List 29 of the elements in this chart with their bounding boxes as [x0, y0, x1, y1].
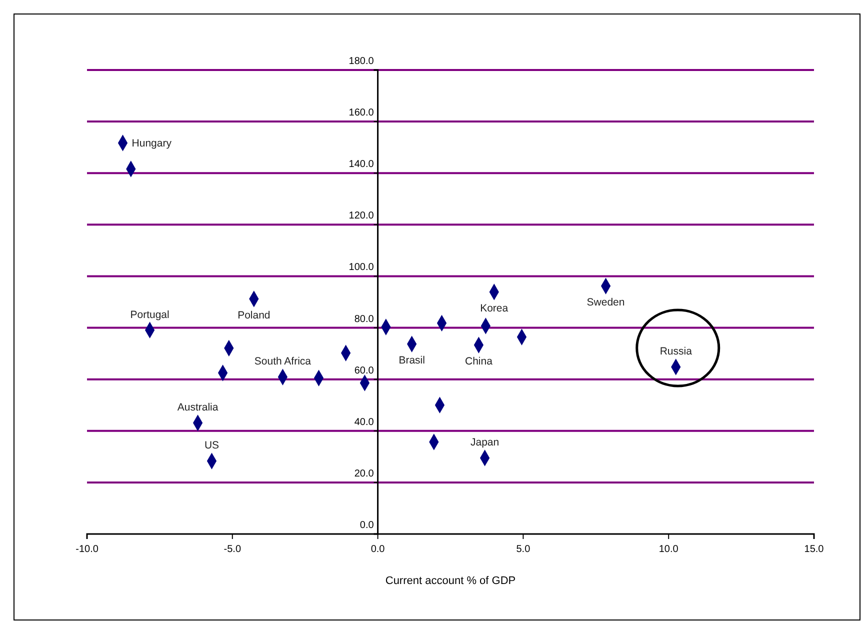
- y-tick-label: 100.0: [348, 262, 374, 274]
- annotation: Russia: [660, 346, 692, 358]
- annotation: Brasil: [398, 354, 425, 367]
- x-tick-label: 5.0: [516, 544, 531, 555]
- y-tick-label: 60.0: [354, 365, 374, 376]
- y-tick-label: 140.0: [348, 159, 374, 170]
- y-tick-label: 180.0: [348, 56, 374, 67]
- x-tick-label: 0.0: [370, 544, 386, 555]
- annotation: Hungary: [132, 138, 172, 150]
- y-tick-label: 0.0: [360, 520, 374, 531]
- y-tick-label: 20.0: [354, 468, 374, 480]
- annotation: Australia: [177, 402, 218, 414]
- annotation: US: [204, 440, 220, 452]
- annotation: Portugal: [130, 308, 170, 321]
- annotation: Japan: [470, 436, 500, 449]
- y-tick-label: 80.0: [354, 314, 374, 325]
- annotation: China: [464, 356, 493, 368]
- x-tick-label: -10.0: [76, 544, 99, 555]
- annotation: South Africa: [254, 356, 312, 368]
- x-tick-label: -5.0: [224, 544, 242, 555]
- y-tick-label: 120.0: [348, 210, 374, 222]
- x-tick-label: 15.0: [804, 544, 824, 555]
- annotation: Sweden: [586, 296, 625, 309]
- y-tick-label: 40.0: [354, 416, 374, 428]
- x-axis-title: Current account % of GDP: [385, 575, 516, 587]
- annotation: Korea: [480, 302, 508, 315]
- y-tick-label: 160.0: [348, 108, 374, 119]
- x-tick-label: 10.0: [658, 544, 679, 555]
- annotation: Poland: [238, 310, 270, 322]
